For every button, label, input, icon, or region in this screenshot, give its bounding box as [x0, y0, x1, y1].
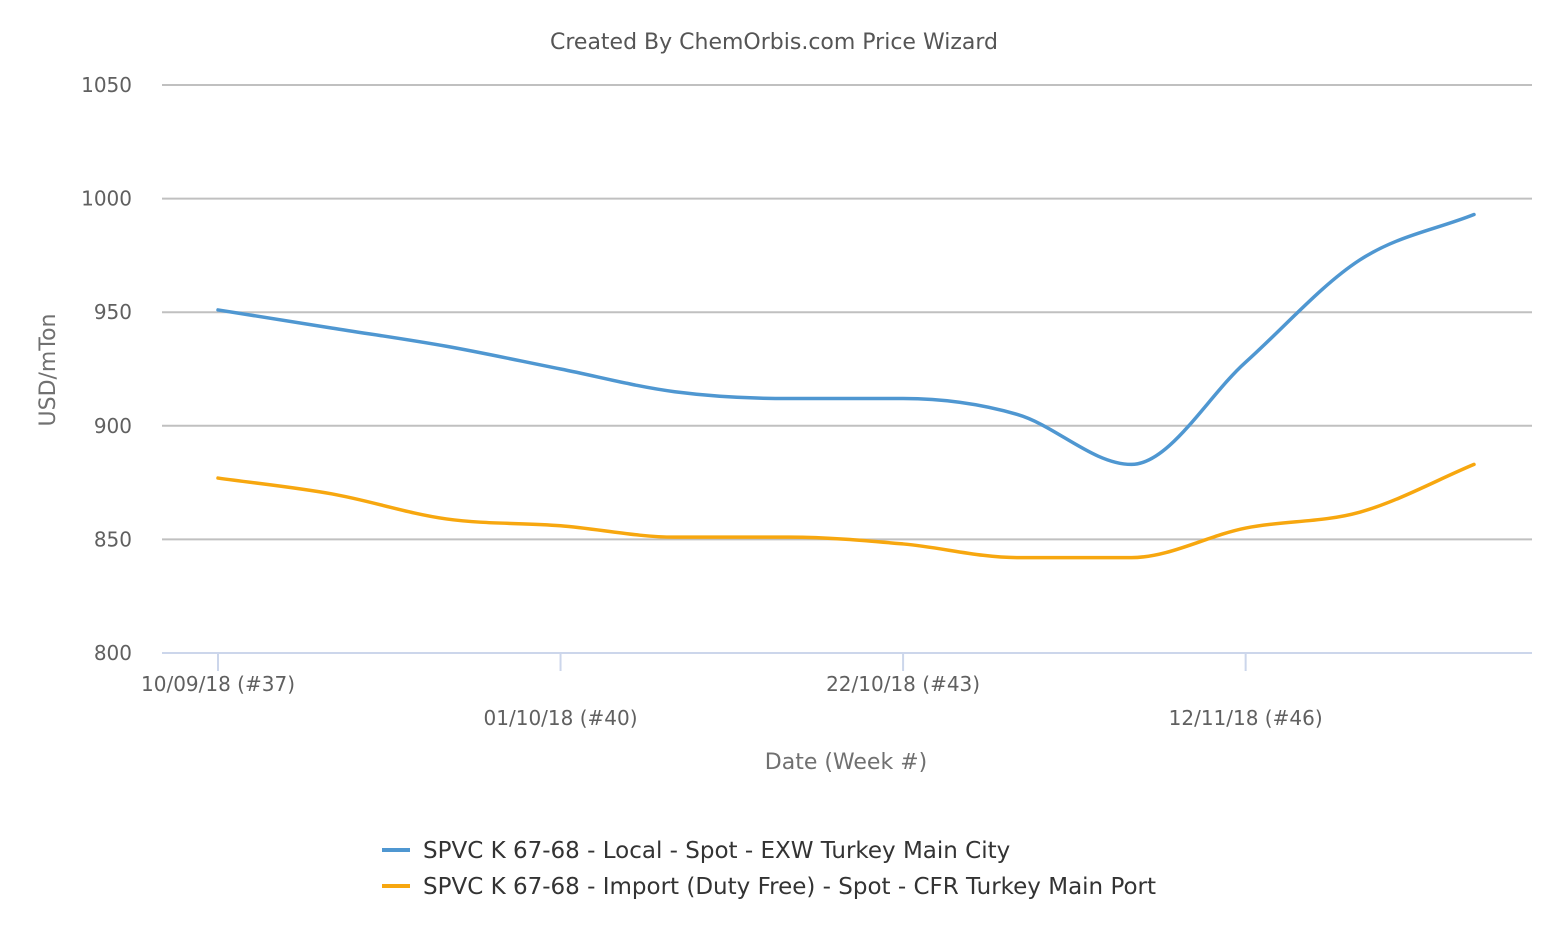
x-tick-label: 12/11/18 (#46): [1169, 706, 1323, 730]
chart-title: Created By ChemOrbis.com Price Wizard: [550, 30, 998, 55]
series-line: [216, 212, 1476, 467]
y-tick-label: 900: [94, 414, 132, 438]
series-lines: [216, 212, 1476, 560]
x-axis-ticks: 10/09/18 (#37) 01/10/18 (#40) 22/10/18 (#4…: [141, 653, 1323, 730]
legend-label: SPVC K 67-68 - Import (Duty Free) - Spot…: [423, 874, 1156, 900]
x-tick-label: 01/10/18 (#40): [484, 706, 638, 730]
y-axis-ticks: 800 850 900 950 1000 1050: [81, 73, 132, 665]
series-line: [216, 462, 1476, 560]
y-tick-label: 800: [94, 641, 132, 665]
y-tick-label: 950: [94, 300, 132, 324]
y-tick-label: 1000: [81, 187, 132, 211]
y-axis-title: USD/mTon: [36, 314, 61, 427]
x-tick-label: 22/10/18 (#43): [826, 672, 980, 696]
y-tick-label: 1050: [81, 73, 132, 97]
gridlines: [162, 84, 1532, 541]
legend: SPVC K 67-68 - Local - Spot - EXW Turkey…: [382, 838, 1156, 900]
y-tick-label: 850: [94, 527, 132, 551]
legend-label: SPVC K 67-68 - Local - Spot - EXW Turkey…: [423, 838, 1010, 864]
x-tick-label: 10/09/18 (#37): [141, 672, 295, 696]
x-axis-title: Date (Week #): [765, 750, 927, 775]
